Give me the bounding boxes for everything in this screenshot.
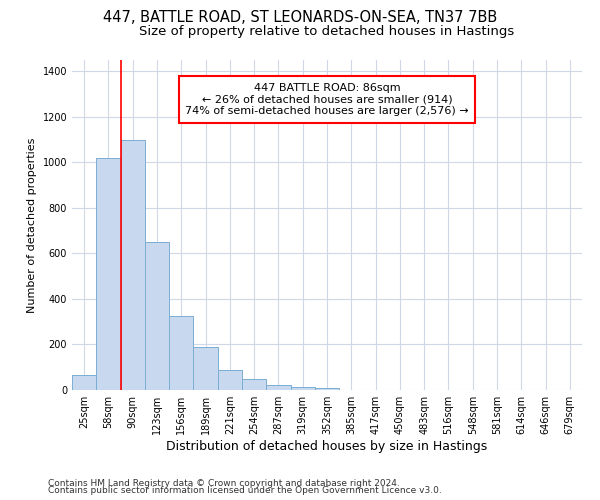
Bar bbox=[290, 388, 315, 390]
Bar bbox=[315, 388, 339, 390]
Bar bbox=[193, 347, 218, 390]
Title: Size of property relative to detached houses in Hastings: Size of property relative to detached ho… bbox=[139, 25, 515, 38]
Bar bbox=[218, 370, 242, 390]
Bar bbox=[266, 386, 290, 390]
Bar bbox=[145, 242, 169, 390]
Text: Contains HM Land Registry data © Crown copyright and database right 2024.: Contains HM Land Registry data © Crown c… bbox=[48, 478, 400, 488]
Bar bbox=[72, 375, 96, 390]
Bar bbox=[96, 158, 121, 390]
Text: 447 BATTLE ROAD: 86sqm
← 26% of detached houses are smaller (914)
74% of semi-de: 447 BATTLE ROAD: 86sqm ← 26% of detached… bbox=[185, 83, 469, 116]
Text: Contains public sector information licensed under the Open Government Licence v3: Contains public sector information licen… bbox=[48, 486, 442, 495]
Y-axis label: Number of detached properties: Number of detached properties bbox=[27, 138, 37, 312]
Text: 447, BATTLE ROAD, ST LEONARDS-ON-SEA, TN37 7BB: 447, BATTLE ROAD, ST LEONARDS-ON-SEA, TN… bbox=[103, 10, 497, 25]
X-axis label: Distribution of detached houses by size in Hastings: Distribution of detached houses by size … bbox=[166, 440, 488, 453]
Bar bbox=[121, 140, 145, 390]
Bar bbox=[169, 316, 193, 390]
Bar bbox=[242, 378, 266, 390]
